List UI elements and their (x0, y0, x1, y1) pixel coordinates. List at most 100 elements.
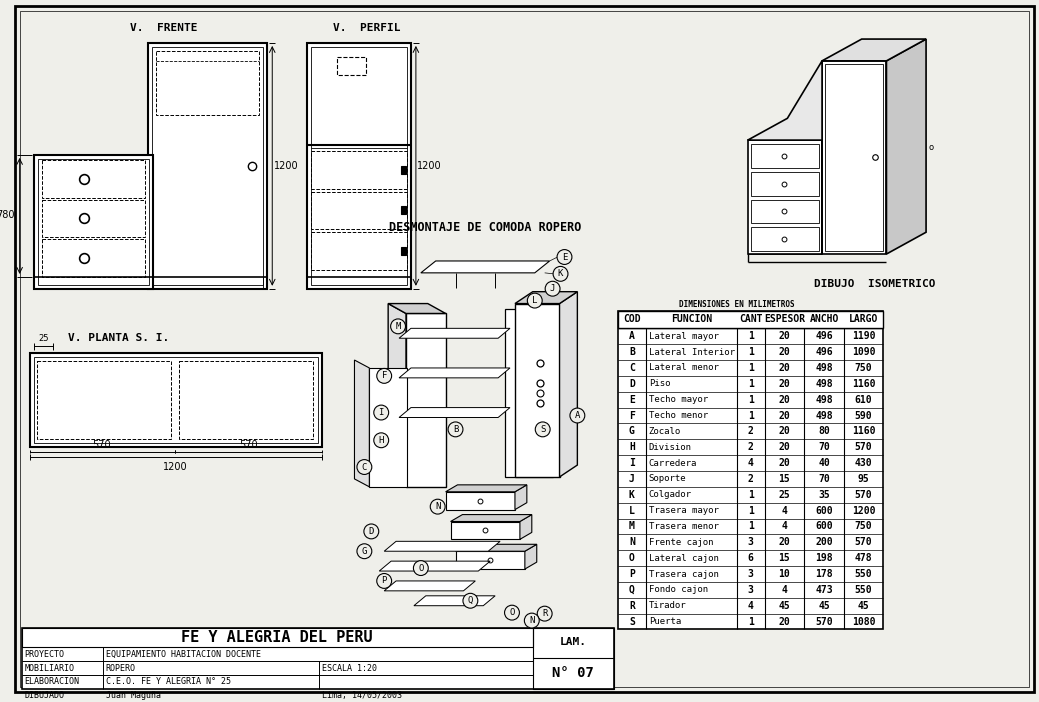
Text: Puerta: Puerta (648, 617, 681, 626)
Text: 198: 198 (816, 553, 833, 563)
Circle shape (377, 574, 392, 588)
Text: O: O (629, 553, 635, 563)
Text: I: I (378, 408, 383, 417)
Bar (751, 199, 819, 223)
Text: Carredera: Carredera (648, 458, 697, 468)
Text: PROYECTO: PROYECTO (25, 650, 64, 658)
Text: 20: 20 (778, 458, 791, 468)
Text: 498: 498 (816, 363, 833, 373)
Text: 45: 45 (818, 601, 830, 611)
Text: G: G (362, 547, 367, 556)
Circle shape (570, 408, 585, 423)
Text: Piso: Piso (648, 379, 670, 388)
Bar (311, 232, 407, 270)
Circle shape (537, 607, 552, 621)
Bar (43, 239, 145, 277)
Text: N° 07: N° 07 (553, 666, 594, 680)
Bar (33, 357, 318, 443)
Text: E: E (562, 253, 567, 262)
Circle shape (357, 460, 372, 475)
Text: 70: 70 (818, 442, 830, 452)
Text: Fondo cajon: Fondo cajon (648, 585, 708, 595)
Text: 1090: 1090 (852, 347, 876, 357)
Circle shape (545, 282, 560, 296)
Bar (337, 57, 367, 74)
Text: 1: 1 (748, 363, 753, 373)
Text: 4: 4 (781, 585, 788, 595)
Text: 600: 600 (816, 522, 833, 531)
Text: N: N (629, 537, 635, 548)
Polygon shape (451, 522, 520, 539)
Text: 20: 20 (778, 363, 791, 373)
Text: Q: Q (468, 596, 473, 605)
Text: 15: 15 (778, 474, 791, 484)
Text: 3: 3 (748, 585, 753, 595)
Polygon shape (414, 596, 496, 606)
Text: LARGO: LARGO (849, 314, 878, 324)
Text: 4: 4 (781, 505, 788, 515)
Text: 4: 4 (748, 601, 753, 611)
Text: 750: 750 (855, 522, 873, 531)
Polygon shape (399, 408, 510, 418)
Polygon shape (515, 291, 578, 303)
Circle shape (374, 405, 389, 420)
Bar (401, 206, 406, 214)
Circle shape (553, 267, 568, 282)
Text: N: N (435, 502, 441, 511)
Text: 430: 430 (855, 458, 873, 468)
Text: Techo mayor: Techo mayor (648, 395, 708, 404)
Text: S: S (629, 616, 635, 627)
Text: Colgador: Colgador (648, 490, 692, 499)
Text: 610: 610 (855, 395, 873, 404)
Text: ROPERO: ROPERO (106, 663, 136, 673)
Polygon shape (515, 485, 527, 510)
Text: C: C (629, 363, 635, 373)
Polygon shape (389, 303, 446, 314)
Polygon shape (525, 544, 537, 569)
Text: 2: 2 (748, 442, 753, 452)
Text: Tirador: Tirador (648, 601, 687, 610)
Bar (825, 64, 883, 251)
Polygon shape (560, 291, 578, 477)
Circle shape (505, 605, 520, 620)
Bar (311, 47, 407, 285)
Circle shape (535, 422, 550, 437)
Text: A: A (575, 411, 580, 420)
Polygon shape (748, 61, 822, 140)
Text: 20: 20 (778, 411, 791, 420)
Text: 3: 3 (748, 537, 753, 548)
Bar (29, 353, 322, 447)
Text: Zocalo: Zocalo (648, 427, 681, 436)
Text: 496: 496 (816, 347, 833, 357)
Bar (38, 159, 150, 285)
Polygon shape (389, 303, 406, 486)
Text: FE Y ALEGRIA DEL PERU: FE Y ALEGRIA DEL PERU (182, 630, 373, 645)
Polygon shape (446, 485, 527, 492)
Polygon shape (822, 39, 926, 61)
Text: 1: 1 (748, 490, 753, 500)
Polygon shape (822, 61, 886, 254)
Polygon shape (421, 261, 550, 273)
Bar (533, 628, 614, 689)
Text: Lima, 14/05/2003: Lima, 14/05/2003 (322, 691, 402, 701)
Polygon shape (379, 561, 490, 571)
Text: 20: 20 (778, 537, 791, 548)
Bar (43, 199, 145, 237)
Text: EQUIPAMIENTO HABITACION DOCENTE: EQUIPAMIENTO HABITACION DOCENTE (106, 650, 261, 658)
Circle shape (391, 319, 405, 333)
Text: 496: 496 (816, 331, 833, 341)
Polygon shape (384, 541, 500, 551)
Circle shape (528, 293, 542, 308)
Text: 750: 750 (855, 363, 873, 373)
Text: 1: 1 (748, 616, 753, 627)
Text: 1080: 1080 (852, 616, 876, 627)
Circle shape (357, 544, 372, 559)
Text: 570: 570 (92, 440, 111, 450)
Text: 1160: 1160 (852, 426, 876, 437)
Text: M: M (396, 322, 401, 331)
Text: B: B (453, 425, 458, 434)
Text: 1: 1 (748, 347, 753, 357)
Text: C.E.O. FE Y ALEGRIA N° 25: C.E.O. FE Y ALEGRIA N° 25 (106, 677, 231, 687)
Text: V.  FRENTE: V. FRENTE (130, 23, 197, 33)
Text: I: I (629, 458, 635, 468)
